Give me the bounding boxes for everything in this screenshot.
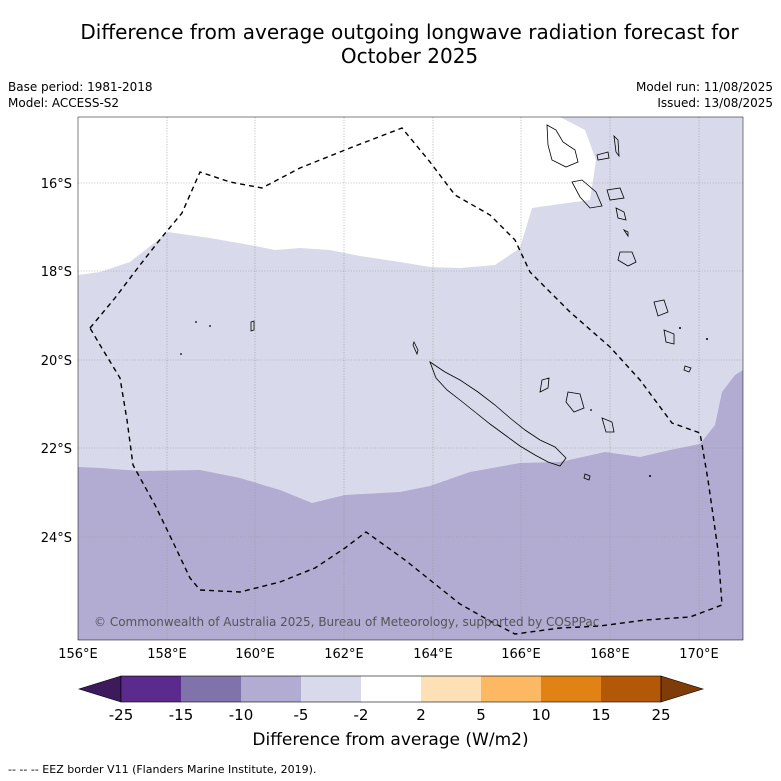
gridlines [78,117,743,640]
colorbar-tick-2: 2 [416,706,426,724]
lon-tick-160: 160°E [235,647,275,662]
chart-title: Difference from average outgoing longwav… [0,20,781,68]
meta-right: Model run: 11/08/2025 Issued: 13/08/2025 [636,79,773,111]
colorbar-bin [181,676,241,702]
colorbar-bin [481,676,541,702]
colorbar-tick-m25: -25 [109,706,134,724]
longitude-ticks: 156°E 158°E 160°E 162°E 164°E 166°E 168°… [58,647,719,662]
colorbar-bin [361,676,421,702]
matthew-hunter-coast [583,473,591,481]
issued-text: Issued: 13/08/2025 [657,96,773,110]
new-caledonia-coast [429,360,567,467]
lon-tick-162: 162°E [324,647,364,662]
lon-tick-158: 158°E [147,647,187,662]
eez-border [89,127,723,635]
colorbar-tick-25: 25 [651,706,670,724]
lat-tick-20s: 20°S [41,354,72,369]
lon-tick-164: 164°E [413,647,453,662]
colorbar-tick-15: 15 [591,706,610,724]
model-run-text: Model run: 11/08/2025 [635,80,773,94]
colorbar-bin [121,676,181,702]
colorbar-tick-10: 10 [531,706,550,724]
vanuatu-north-coast [546,124,579,168]
title-line-2: October 2025 [340,44,479,68]
colorbar-tick-m2: -2 [354,706,369,724]
latitude-ticks: 16°S 18°S 20°S 22°S 24°S [41,177,72,546]
lon-tick-166: 166°E [501,647,541,662]
lon-tick-168: 168°E [590,647,630,662]
title-line-1: Difference from average outgoing longwav… [80,20,739,44]
colorbar-label: Difference from average (W/m2) [252,730,529,750]
colorbar-bin [301,676,361,702]
model-text: Model: ACCESS-S2 [8,96,120,110]
copyright-text: © Commonwealth of Australia 2025, Bureau… [94,615,599,629]
vanuatu-islands-coast [571,134,692,373]
colorbar-bin [541,676,601,702]
lon-tick-156: 156°E [58,647,98,662]
colorbar-bin [421,676,481,702]
colorbar-bin [241,676,301,702]
lat-tick-16s: 16°S [41,177,72,192]
belep-island-coast [412,340,419,356]
map-frame [77,116,744,641]
colorbar-tick-m15: -15 [169,706,194,724]
loyalty-islands-coast [539,377,615,433]
coastlines [250,124,692,481]
eez-footnote: -- -- -- EEZ border V11 (Flanders Marine… [8,763,317,776]
reef-dots [180,321,708,477]
colorbar-bin [601,676,661,702]
colorbar-frame [120,675,662,703]
lat-tick-24s: 24°S [41,531,72,546]
lat-tick-18s: 18°S [41,265,72,280]
map-area: © Commonwealth of Australia 2025, Bureau… [78,117,743,640]
lat-tick-22s: 22°S [41,442,72,457]
colorbar-extend-high [660,675,705,703]
colorbar-tick-m5: -5 [294,706,309,724]
lon-tick-170: 170°E [679,647,719,662]
meta-left: Base period: 1981-2018 Model: ACCESS-S2 [8,79,153,111]
chesterfield-reef-coast [250,320,255,332]
colorbar-extend-low [77,675,122,703]
colorbar [77,675,705,703]
colorbar-tick-m10: -10 [229,706,254,724]
anomaly-band-mid-purple [78,370,743,640]
colorbar-tick-5: 5 [476,706,486,724]
base-period-text: Base period: 1981-2018 [8,80,153,94]
colorbar-ticks: -25 -15 -10 -5 -2 2 5 10 15 25 [109,706,671,724]
